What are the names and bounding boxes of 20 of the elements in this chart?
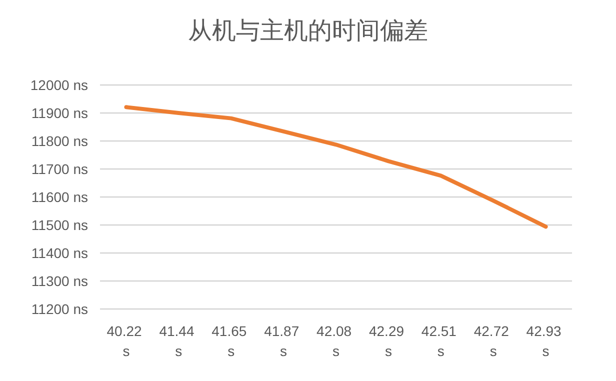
x-tick-label: 42.93 s	[526, 323, 566, 359]
x-tick-label: 42.51 s	[421, 323, 460, 359]
x-tick-label: 42.08 s	[316, 323, 356, 359]
y-tick-label: 11500 ns	[31, 217, 88, 233]
y-tick-label: 11600 ns	[31, 189, 88, 205]
y-tick-label: 11300 ns	[31, 273, 88, 289]
y-tick-label: 11200 ns	[31, 301, 88, 317]
y-tick-label: 11900 ns	[31, 105, 88, 121]
y-tick-label: 11700 ns	[31, 161, 88, 177]
y-tick-label: 11400 ns	[31, 245, 88, 261]
x-tick-label: 41.65 s	[212, 323, 251, 359]
x-tick-label: 40.22 s	[106, 323, 146, 359]
y-tick-label: 11800 ns	[31, 133, 88, 149]
x-tick-label: 41.44 s	[159, 323, 198, 359]
chart-title: 从机与主机的时间偏差	[188, 18, 428, 44]
y-tick-label: 12000 ns	[30, 77, 88, 93]
x-tick-label: 41.87 s	[264, 323, 304, 359]
line-series	[124, 105, 548, 229]
x-tick-label: 42.72 s	[474, 323, 513, 359]
x-tick-label: 42.29 s	[368, 323, 408, 359]
